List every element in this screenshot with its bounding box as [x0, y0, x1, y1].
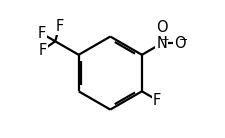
Text: F: F — [38, 26, 46, 41]
Text: F: F — [152, 93, 161, 108]
Text: F: F — [55, 19, 63, 34]
Text: O: O — [155, 20, 167, 35]
Text: F: F — [38, 43, 46, 58]
Text: O: O — [173, 36, 185, 51]
Text: N: N — [156, 36, 166, 51]
Text: −: − — [178, 35, 187, 45]
Text: +: + — [160, 35, 169, 45]
